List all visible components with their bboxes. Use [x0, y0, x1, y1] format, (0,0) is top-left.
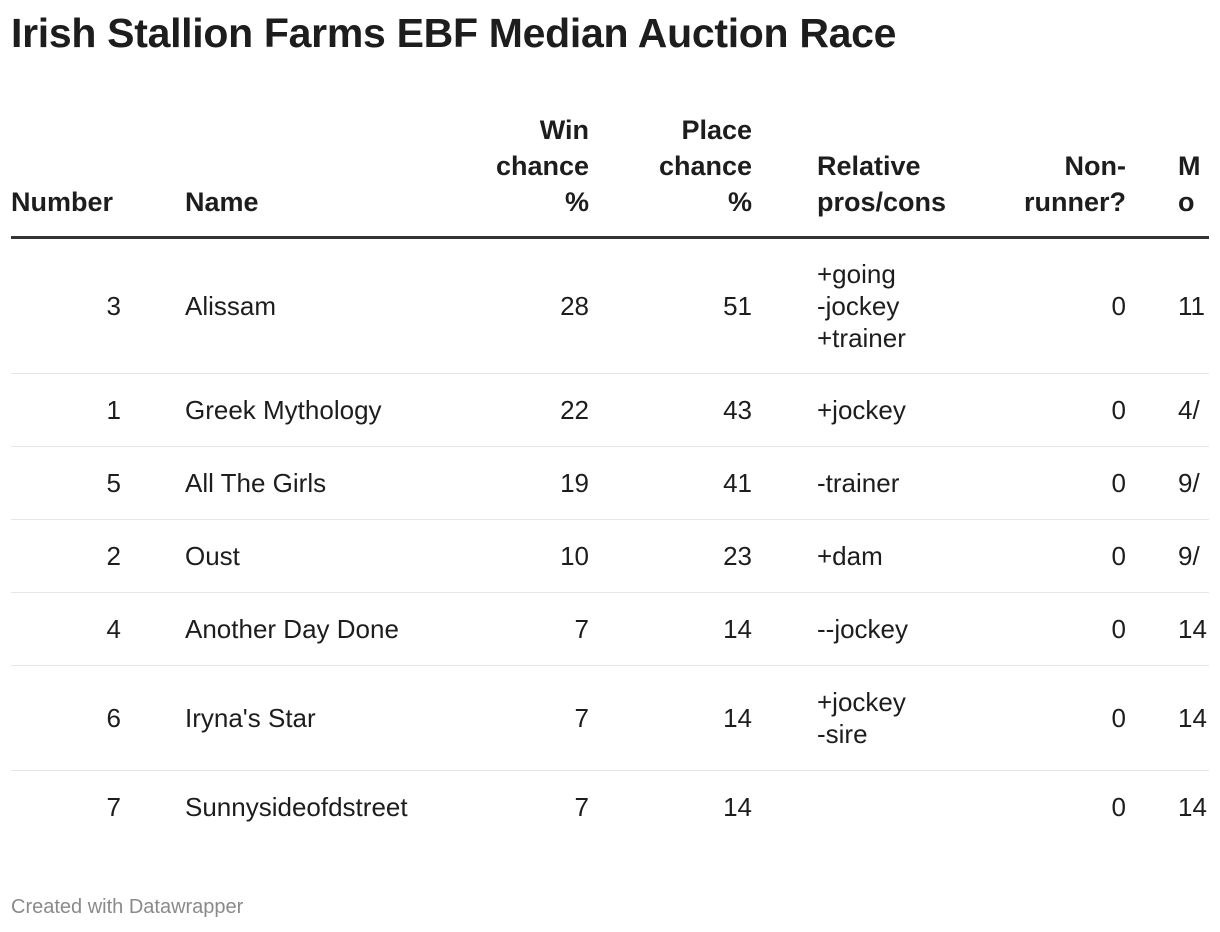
- header-win-chance[interactable]: Win chance%: [431, 112, 599, 239]
- table-row: 1 Greek Mythology 22 43 +jockey 0 4/: [11, 373, 1209, 447]
- cell-number: 5: [11, 446, 151, 520]
- cell-name: Another Day Done: [151, 592, 431, 666]
- pros-cons-item: +trainer: [817, 323, 906, 353]
- cell-place-chance: 14: [599, 665, 762, 771]
- cell-place-chance: 14: [599, 592, 762, 666]
- cell-pros-cons: +dam: [762, 519, 1000, 593]
- header-text: o: [1178, 187, 1195, 217]
- header-row: Number Name Win chance% Place chance% Rela…: [11, 112, 1209, 239]
- cell-name: Iryna's Star: [151, 665, 431, 771]
- cell-non-runner: 0: [1111, 792, 1126, 823]
- cell-odds: 14: [1136, 592, 1209, 666]
- cell-place-chance: 51: [599, 237, 762, 374]
- table-row: 4 Another Day Done 7 14 --jockey 0 14: [11, 592, 1209, 666]
- cell-non-runner: 0: [1000, 237, 1136, 374]
- table-row: 6 Iryna's Star 7 14 +jockey -sire 0 14: [11, 665, 1209, 771]
- header-place-chance[interactable]: Place chance%: [599, 112, 762, 239]
- cell-name: All The Girls: [151, 446, 431, 520]
- cell-non-runner: 0: [1000, 373, 1136, 447]
- pros-cons-item: +going: [817, 259, 896, 289]
- cell-non-runner: 0: [1000, 592, 1136, 666]
- cell-number: 7: [106, 792, 121, 823]
- cell-pros-cons: +jockey: [762, 373, 1000, 447]
- cell-number: 1: [11, 373, 151, 447]
- cell-odds: 9/: [1136, 519, 1209, 593]
- cell-name: Oust: [151, 519, 431, 593]
- cell-name: Greek Mythology: [151, 373, 431, 447]
- header-text: %: [727, 187, 752, 217]
- header-text: Relative: [817, 151, 921, 181]
- cell-win-chance: 7: [431, 592, 599, 666]
- header-pros-cons[interactable]: Relative pros/cons: [762, 112, 1000, 239]
- table-row: 2 Oust 10 23 +dam 0 9/: [11, 519, 1209, 593]
- cell-name: Sunnysideofdstreet: [185, 792, 408, 823]
- header-number[interactable]: Number: [11, 112, 151, 239]
- cell-win-chance: 28: [431, 237, 599, 374]
- header-text: Place: [681, 115, 752, 145]
- table-row: 5 All The Girls 19 41 -trainer 0 9/: [11, 446, 1209, 520]
- cell-place-chance: 41: [599, 446, 762, 520]
- header-text: runner?: [1023, 187, 1126, 217]
- header-text: Non-: [1064, 151, 1126, 181]
- cell-non-runner: 0: [1000, 665, 1136, 771]
- cell-number: 2: [11, 519, 151, 593]
- table-row: 3 Alissam 28 51 +going -jockey +trainer 0 11: [11, 237, 1209, 374]
- pros-cons-item: -jockey: [817, 291, 900, 321]
- cell-pros-cons: --jockey: [762, 592, 1000, 666]
- cell-odds: 9/: [1136, 446, 1209, 520]
- page-title: Irish Stallion Farms EBF Median Auction …: [11, 10, 897, 56]
- cell-number: 6: [11, 665, 151, 771]
- header-text: pros/cons: [817, 187, 947, 217]
- cell-pros-cons: +jockey -sire: [762, 665, 1000, 771]
- cell-odds: 11: [1136, 237, 1209, 374]
- pros-cons-item: -sire: [817, 719, 868, 749]
- header-text: chance: [495, 151, 589, 181]
- cell-win-chance: 10: [431, 519, 599, 593]
- cell-pros-cons: +going -jockey +trainer: [762, 237, 1000, 374]
- header-text: M: [1178, 151, 1201, 181]
- header-text: Name: [185, 187, 259, 217]
- footer-credit[interactable]: Created with Datawrapper: [11, 896, 244, 918]
- pros-cons-item: +jockey: [817, 687, 906, 717]
- cell-win-chance: 7: [574, 792, 589, 823]
- header-text: %: [564, 187, 589, 217]
- pros-cons-item: -trainer: [817, 468, 900, 498]
- header-name[interactable]: Name: [151, 112, 431, 239]
- cell-place-chance: 43: [599, 373, 762, 447]
- cell-place-chance: 14: [723, 792, 752, 823]
- cell-win-chance: 22: [431, 373, 599, 447]
- cell-pros-cons: -trainer: [762, 446, 1000, 520]
- cell-non-runner: 0: [1000, 519, 1136, 593]
- cell-place-chance: 23: [599, 519, 762, 593]
- pros-cons-item: +dam: [817, 541, 883, 571]
- header-text: Number: [11, 187, 114, 217]
- cell-win-chance: 7: [431, 665, 599, 771]
- race-table: Number Name Win chance% Place chance% Rela…: [11, 112, 1209, 844]
- table-row: 7 Sunnysideofdstreet 7 14 0 14: [11, 771, 1209, 844]
- header-text: Win: [539, 115, 589, 145]
- cell-win-chance: 19: [431, 446, 599, 520]
- pros-cons-item: +jockey: [817, 395, 906, 425]
- cell-name: Alissam: [151, 237, 431, 374]
- cell-pros-cons: [762, 771, 1000, 844]
- cell-number: 3: [11, 237, 151, 374]
- cell-odds: 14: [1136, 665, 1209, 771]
- cell-odds: 14: [1178, 792, 1207, 823]
- cell-non-runner: 0: [1000, 446, 1136, 520]
- header-text: chance: [658, 151, 752, 181]
- cell-odds: 4/: [1136, 373, 1209, 447]
- pros-cons-item: --jockey: [817, 614, 909, 644]
- cell-number: 4: [11, 592, 151, 666]
- header-non-runner[interactable]: Non-runner?: [1000, 112, 1136, 239]
